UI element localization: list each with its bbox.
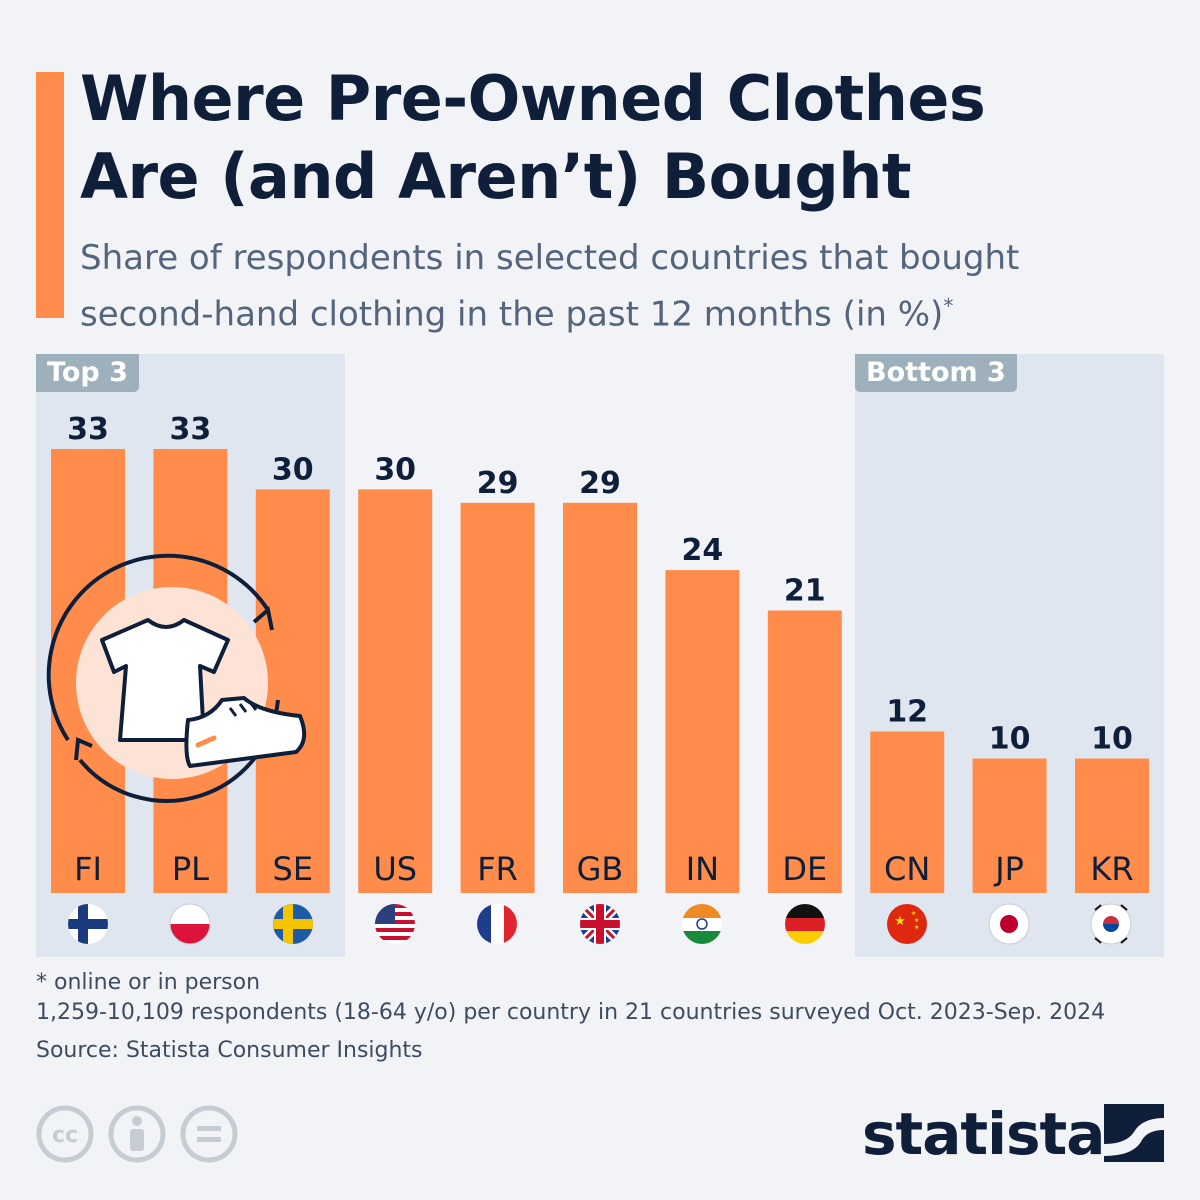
category-label-us: US bbox=[373, 850, 417, 888]
value-label-in: 24 bbox=[682, 533, 724, 568]
category-label-in: IN bbox=[686, 850, 719, 888]
south-korea-flag-icon bbox=[1090, 903, 1132, 945]
clothing-recycle-icon bbox=[46, 553, 307, 803]
value-label-us: 30 bbox=[374, 452, 416, 487]
attribution-icon[interactable] bbox=[108, 1105, 166, 1163]
svg-text:cc: cc bbox=[52, 1123, 78, 1148]
uk-flag-icon bbox=[580, 904, 620, 944]
footnote-sample: 1,259-10,109 respondents (18-64 y/o) per… bbox=[36, 1000, 1106, 1025]
finland-flag-icon bbox=[68, 904, 108, 944]
japan-flag-icon bbox=[988, 903, 1030, 945]
category-label-fi: FI bbox=[74, 850, 102, 888]
category-label-cn: CN bbox=[884, 850, 930, 888]
value-label-fr: 29 bbox=[477, 466, 519, 501]
license-icons: cc bbox=[36, 1105, 238, 1163]
bar-in bbox=[665, 570, 740, 893]
value-label-gb: 29 bbox=[579, 466, 621, 501]
title-line-1: Where Pre-Owned Clothes bbox=[80, 62, 986, 135]
subtitle-line-1: Share of respondents in selected countri… bbox=[80, 238, 1020, 278]
category-label-se: SE bbox=[273, 850, 314, 888]
bar-fr bbox=[460, 502, 535, 893]
accent-bar bbox=[36, 72, 64, 318]
category-label-de: DE bbox=[782, 850, 827, 888]
footnote-source: Source: Statista Consumer Insights bbox=[36, 1038, 423, 1063]
india-flag-icon bbox=[682, 904, 722, 944]
statista-logo-icon[interactable] bbox=[1104, 1104, 1164, 1162]
top-3-label: Top 3 bbox=[36, 354, 139, 392]
china-flag-icon: ★ ★ ★ ★ bbox=[887, 904, 927, 944]
svg-text:★: ★ bbox=[914, 917, 919, 924]
category-label-fr: FR bbox=[477, 850, 518, 888]
chart-subtitle: Share of respondents in selected countri… bbox=[80, 234, 1170, 338]
footnote-note: * online or in person bbox=[36, 970, 261, 995]
bar-us bbox=[358, 489, 433, 893]
value-label-cn: 12 bbox=[886, 695, 928, 730]
category-label-pl: PL bbox=[172, 850, 209, 888]
bar-de bbox=[767, 610, 842, 893]
category-label-kr: KR bbox=[1090, 850, 1133, 888]
chart-title: Where Pre-Owned Clothes Are (and Aren’t)… bbox=[80, 60, 1160, 216]
usa-flag-icon bbox=[375, 904, 415, 944]
bottom-3-label: Bottom 3 bbox=[855, 354, 1017, 392]
value-label-fi: 33 bbox=[67, 412, 109, 447]
flags-layer: ★ ★ ★ ★ bbox=[68, 903, 1132, 945]
bar-gb bbox=[563, 502, 637, 893]
svg-text:★: ★ bbox=[894, 914, 906, 929]
bar-cn bbox=[870, 731, 945, 893]
svg-text:★: ★ bbox=[914, 924, 919, 931]
cc-icon[interactable]: cc bbox=[36, 1105, 94, 1163]
svg-text:★: ★ bbox=[911, 910, 916, 917]
value-label-se: 30 bbox=[272, 452, 314, 487]
no-derivatives-icon[interactable] bbox=[180, 1105, 238, 1163]
value-label-jp: 10 bbox=[989, 722, 1031, 757]
poland-flag-icon bbox=[169, 903, 211, 945]
france-flag-icon bbox=[477, 904, 517, 944]
title-line-2: Are (and Aren’t) Bought bbox=[80, 140, 911, 213]
value-label-de: 21 bbox=[784, 574, 826, 609]
subtitle-line-2: second-hand clothing in the past 12 mont… bbox=[80, 294, 944, 335]
bar-jp bbox=[972, 758, 1047, 893]
germany-flag-icon bbox=[785, 904, 825, 944]
value-label-pl: 33 bbox=[170, 412, 212, 447]
category-label-gb: GB bbox=[577, 850, 624, 888]
bar-kr bbox=[1075, 758, 1149, 893]
bar-se bbox=[255, 489, 330, 893]
category-label-jp: JP bbox=[993, 850, 1024, 888]
statista-wordmark[interactable]: statista bbox=[862, 1100, 1105, 1168]
sweden-flag-icon bbox=[273, 904, 313, 944]
value-label-kr: 10 bbox=[1091, 722, 1133, 757]
subtitle-footnote-mark: * bbox=[943, 294, 954, 318]
